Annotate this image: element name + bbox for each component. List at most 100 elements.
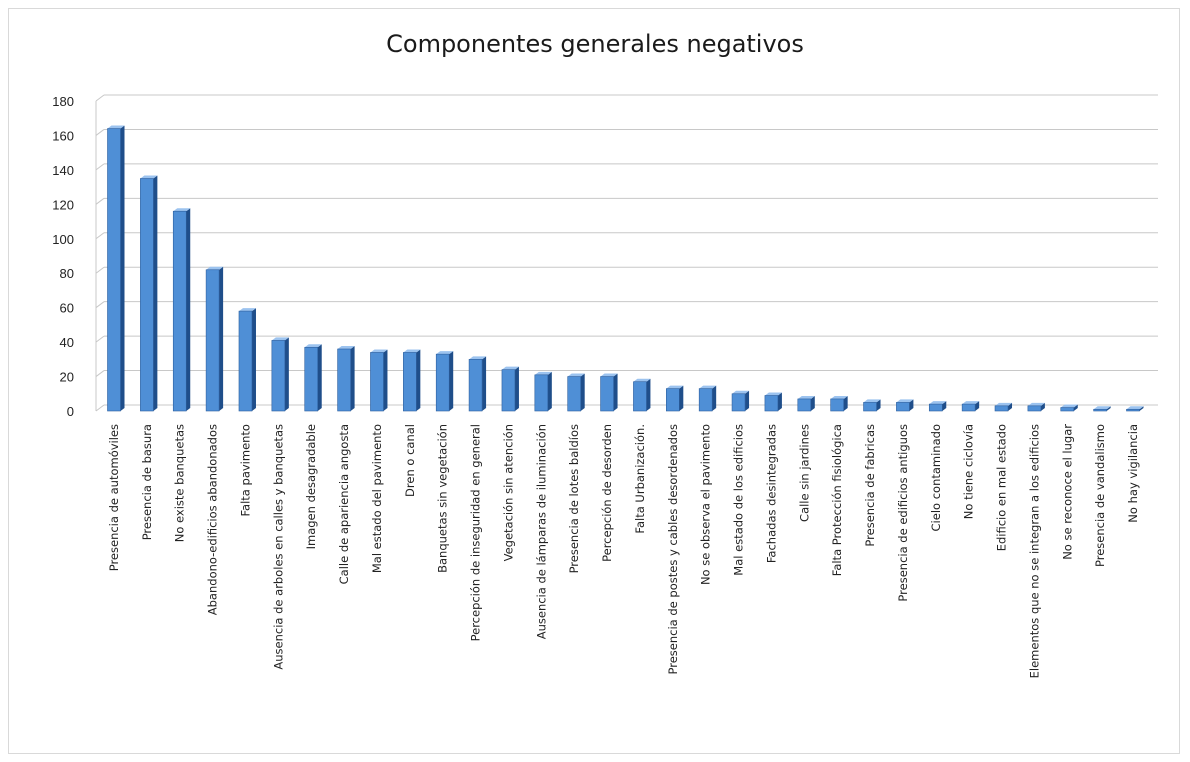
bar-top xyxy=(600,373,618,377)
bar-side xyxy=(909,399,914,411)
y-tick-label: 180 xyxy=(52,94,74,109)
bar-front xyxy=(107,128,121,412)
x-tick-label: Mal estado del pavimento xyxy=(370,424,384,573)
bar-side xyxy=(745,390,750,411)
bar-top xyxy=(1027,402,1045,406)
x-tick-label: Presencia de fabricas xyxy=(863,424,877,547)
y-tick-label: 80 xyxy=(60,266,74,281)
bar-side xyxy=(777,392,782,411)
gridline-depth xyxy=(95,404,105,412)
chart-frame xyxy=(8,8,1180,754)
bar-side xyxy=(876,399,881,411)
bar xyxy=(534,371,552,412)
x-tick-label: Vegetación sin atención xyxy=(501,424,515,561)
bar-top xyxy=(699,385,717,389)
bar-side xyxy=(975,401,980,411)
bar xyxy=(271,337,289,412)
x-tick-label: Presencia de postes y cables desordenado… xyxy=(666,424,680,674)
gridline-depth xyxy=(95,266,105,274)
x-tick-label: Edificio en mal estado xyxy=(995,424,1009,551)
bar-front xyxy=(534,374,549,412)
bar xyxy=(797,395,815,412)
bar xyxy=(1126,406,1144,412)
bar-side xyxy=(482,356,487,411)
bar-side xyxy=(843,395,848,411)
y-tick-label: 120 xyxy=(52,197,74,212)
bar-side xyxy=(120,125,125,412)
bar-front xyxy=(403,352,417,412)
bar-side xyxy=(646,378,651,411)
bar-top xyxy=(370,349,388,353)
bar xyxy=(1093,406,1111,412)
gridline-depth xyxy=(95,301,105,309)
bar-top xyxy=(863,399,881,403)
bar xyxy=(928,401,947,412)
bar-front xyxy=(1126,408,1140,412)
bar-front xyxy=(238,310,253,412)
bar-front xyxy=(830,398,844,412)
bar xyxy=(731,390,750,412)
bar xyxy=(698,385,717,412)
bar-front xyxy=(1060,407,1075,412)
bar-front xyxy=(172,210,187,412)
bar-front xyxy=(928,403,943,412)
bar-top xyxy=(173,208,191,212)
bar-side xyxy=(186,208,191,411)
bar-top xyxy=(534,371,552,375)
chart-title: Componentes generales negativos xyxy=(386,30,804,58)
x-tick-label: Dren o canal xyxy=(403,424,417,497)
bar-front xyxy=(863,402,877,412)
bar-front xyxy=(666,388,680,412)
x-tick-label: No tiene ciclovía xyxy=(962,424,976,519)
bar-front xyxy=(1093,408,1107,412)
bar xyxy=(403,349,421,412)
bar xyxy=(370,349,388,412)
bar-top xyxy=(995,402,1013,406)
x-tick-label: Presencia de vandalismo xyxy=(1093,424,1107,567)
bar xyxy=(600,373,618,412)
bar-side xyxy=(1106,406,1111,411)
bar-side xyxy=(383,349,388,411)
bar xyxy=(666,385,684,412)
bar xyxy=(961,401,980,412)
bar-top xyxy=(633,378,651,382)
bar-front xyxy=(468,359,483,412)
gridline-depth xyxy=(95,335,105,343)
bar-front xyxy=(961,403,976,412)
bar xyxy=(633,378,651,412)
bar-front xyxy=(140,178,154,412)
bar xyxy=(140,175,158,412)
bar xyxy=(1060,404,1078,412)
bar-top xyxy=(238,308,256,312)
bar xyxy=(468,356,487,412)
bar xyxy=(863,399,881,412)
bar-top xyxy=(797,395,815,399)
x-tick-label: Falta Urbanización. xyxy=(633,424,647,534)
bar-side xyxy=(580,373,585,411)
gridline-depth xyxy=(95,129,105,136)
bar-top xyxy=(403,349,421,353)
bar xyxy=(172,208,191,412)
bar-top xyxy=(1093,406,1111,410)
bar-front xyxy=(205,269,220,412)
y-tick-label: 40 xyxy=(60,335,74,350)
bar-side xyxy=(317,344,322,411)
bar-side xyxy=(1139,406,1144,411)
bar-top xyxy=(896,399,914,403)
x-tick-label: Calle de apariencia angosta xyxy=(337,424,351,584)
bar-front xyxy=(1027,405,1042,412)
bar-side xyxy=(1040,402,1045,411)
bar-front xyxy=(797,398,812,412)
bar-top xyxy=(830,395,848,399)
bar-side xyxy=(942,401,947,411)
y-tick-label: 100 xyxy=(52,232,74,247)
x-tick-label: Percepción de inseguridad en general xyxy=(469,424,483,641)
gridline-depth xyxy=(95,232,105,240)
bar-front xyxy=(435,353,450,412)
x-tick-label: No hay vigilancia xyxy=(1126,424,1140,523)
x-tick-label: Ausencia de arboles en calles y banqueta… xyxy=(271,424,285,670)
gridline-depth xyxy=(95,163,105,171)
bar xyxy=(205,266,224,412)
bar-front xyxy=(501,369,516,412)
